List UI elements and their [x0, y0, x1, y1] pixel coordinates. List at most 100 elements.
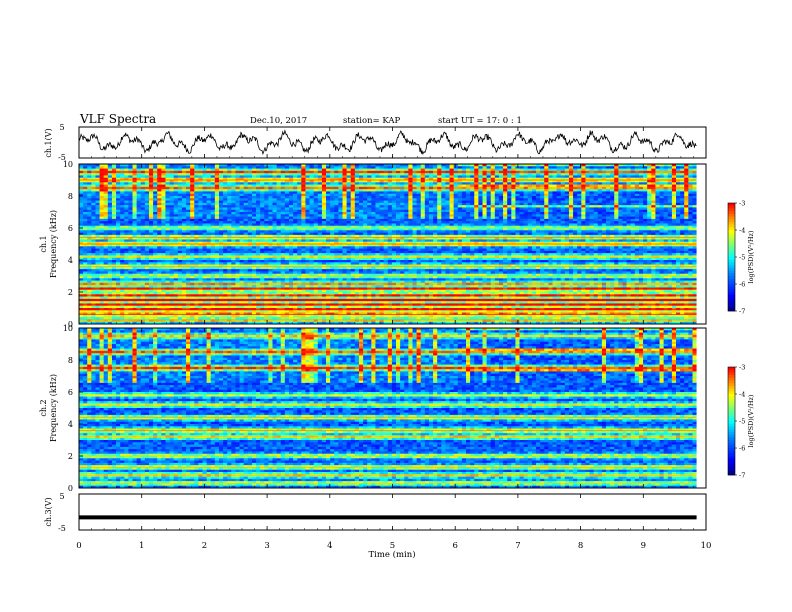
spectrogram-cell: [149, 310, 153, 313]
spectrogram-cell: [87, 244, 91, 247]
spectrogram-cell: [116, 223, 120, 226]
spectrogram-cell: [108, 265, 112, 268]
spectrogram-cell: [124, 203, 128, 206]
spectrogram-cell: [120, 194, 124, 197]
spectrogram-cell: [124, 315, 128, 318]
spectrogram-cell: [108, 233, 112, 236]
spectrogram-cell: [100, 313, 104, 316]
spectrogram-cell: [157, 194, 161, 197]
spectrogram-cell: [165, 196, 169, 199]
spectrogram-cell: [153, 281, 157, 284]
spectrogram-cell: [87, 214, 91, 217]
spectrogram-cell: [112, 166, 116, 169]
spectrogram-cell: [112, 201, 116, 204]
spectrogram-cell: [79, 201, 83, 204]
spectrogram-cell: [79, 297, 83, 300]
spectrogram-cell: [157, 212, 161, 215]
spectrogram-cell: [112, 290, 116, 293]
spectrogram-cell: [120, 189, 124, 192]
spectrogram-cell: [133, 244, 137, 247]
spectrogram-cell: [149, 244, 153, 247]
spectrogram-cell: [116, 313, 120, 316]
spectrogram-cell: [95, 233, 99, 236]
spectrogram-cell: [112, 246, 116, 249]
spectrogram-cell: [91, 233, 95, 236]
spectrogram-cell: [87, 189, 91, 192]
spectrogram-cell: [120, 269, 124, 272]
spectrogram-cell: [153, 180, 157, 183]
spectrogram-cell: [157, 294, 161, 297]
spectrogram-cell: [104, 189, 108, 192]
spectrogram-cell: [116, 285, 120, 288]
spectrogram-cell: [137, 297, 141, 300]
spectrogram-cell: [149, 276, 153, 279]
spectrogram-cell: [128, 239, 132, 242]
spectrogram-cell: [170, 196, 174, 199]
spectrogram-cell: [161, 244, 165, 247]
spectrogram-cell: [91, 217, 95, 220]
spectrogram-cell: [120, 271, 124, 274]
spectrogram-cell: [87, 249, 91, 252]
spectrogram-cell: [124, 265, 128, 268]
spectrogram-cell: [100, 269, 104, 272]
spectrogram-cell: [120, 258, 124, 261]
start-time-label: start UT = 17: 0 : 1: [438, 116, 522, 126]
ch1-waveform-line: [79, 131, 697, 155]
spectrogram-cell: [174, 182, 178, 185]
spectrogram-cell: [141, 221, 145, 224]
spectrogram-cell: [165, 217, 169, 220]
spectrogram-cell: [128, 301, 132, 304]
spectrogram-cell: [108, 285, 112, 288]
spectrogram-cell: [141, 269, 145, 272]
spectrogram-cell: [157, 233, 161, 236]
spectrogram-cell: [124, 271, 128, 274]
spectrogram-cell: [165, 285, 169, 288]
spectrogram-cell: [112, 244, 116, 247]
spectrogram-cell: [91, 253, 95, 256]
spectrogram-cell: [112, 182, 116, 185]
spectrogram-cell: [124, 235, 128, 238]
spectrogram-cell: [124, 196, 128, 199]
spectrogram-cell: [100, 230, 104, 233]
spectrogram-cell: [108, 221, 112, 224]
spectrogram-cell: [124, 219, 128, 222]
spectrogram-cell: [124, 239, 128, 242]
spectrogram-cell: [161, 315, 165, 318]
spectrogram-cell: [161, 180, 165, 183]
spectrogram-cell: [91, 297, 95, 300]
spectrogram-cell: [112, 317, 116, 320]
spectrogram-cell: [95, 169, 99, 172]
spectrogram-cell: [170, 189, 174, 192]
spectrogram-cell: [100, 205, 104, 208]
spectrogram-cell: [133, 292, 137, 295]
spectrogram-cell: [153, 310, 157, 313]
spectrogram-cell: [153, 253, 157, 256]
spectrogram-cell: [108, 301, 112, 304]
spectrogram-cell: [133, 269, 137, 272]
spectrogram-cell: [95, 276, 99, 279]
spectrogram-cell: [83, 276, 87, 279]
spectrogram-cell: [133, 233, 137, 236]
spectrogram-cell: [91, 317, 95, 320]
spectrogram-cell: [133, 189, 137, 192]
spectrogram-cell: [124, 228, 128, 231]
spectrogram-cell: [91, 301, 95, 304]
spectrogram-cell: [145, 306, 149, 309]
spectrogram-cell: [87, 269, 91, 272]
spectrogram-cell: [141, 294, 145, 297]
spectrogram-cell: [116, 290, 120, 293]
spectrogram-cell: [100, 173, 104, 176]
spectrogram-cell: [170, 166, 174, 169]
spectrogram-cell: [108, 281, 112, 284]
spectrogram-cell: [153, 317, 157, 320]
spectrogram-cell: [157, 201, 161, 204]
spectrogram-cell: [170, 175, 174, 178]
spectrogram-cell: [124, 292, 128, 295]
spectrogram-cell: [116, 221, 120, 224]
spectrogram-cell: [170, 269, 174, 272]
spectrogram-cell: [100, 219, 104, 222]
spectrogram-cell: [112, 258, 116, 261]
spectrogram-cell: [95, 182, 99, 185]
spectrogram-cell: [124, 205, 128, 208]
spectrogram-cell: [87, 253, 91, 256]
